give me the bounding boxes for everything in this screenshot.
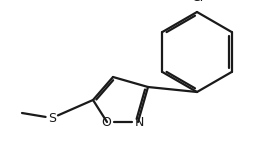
- Text: Cl: Cl: [191, 0, 203, 4]
- Text: S: S: [48, 112, 56, 124]
- Text: O: O: [101, 116, 111, 130]
- Text: N: N: [134, 116, 144, 130]
